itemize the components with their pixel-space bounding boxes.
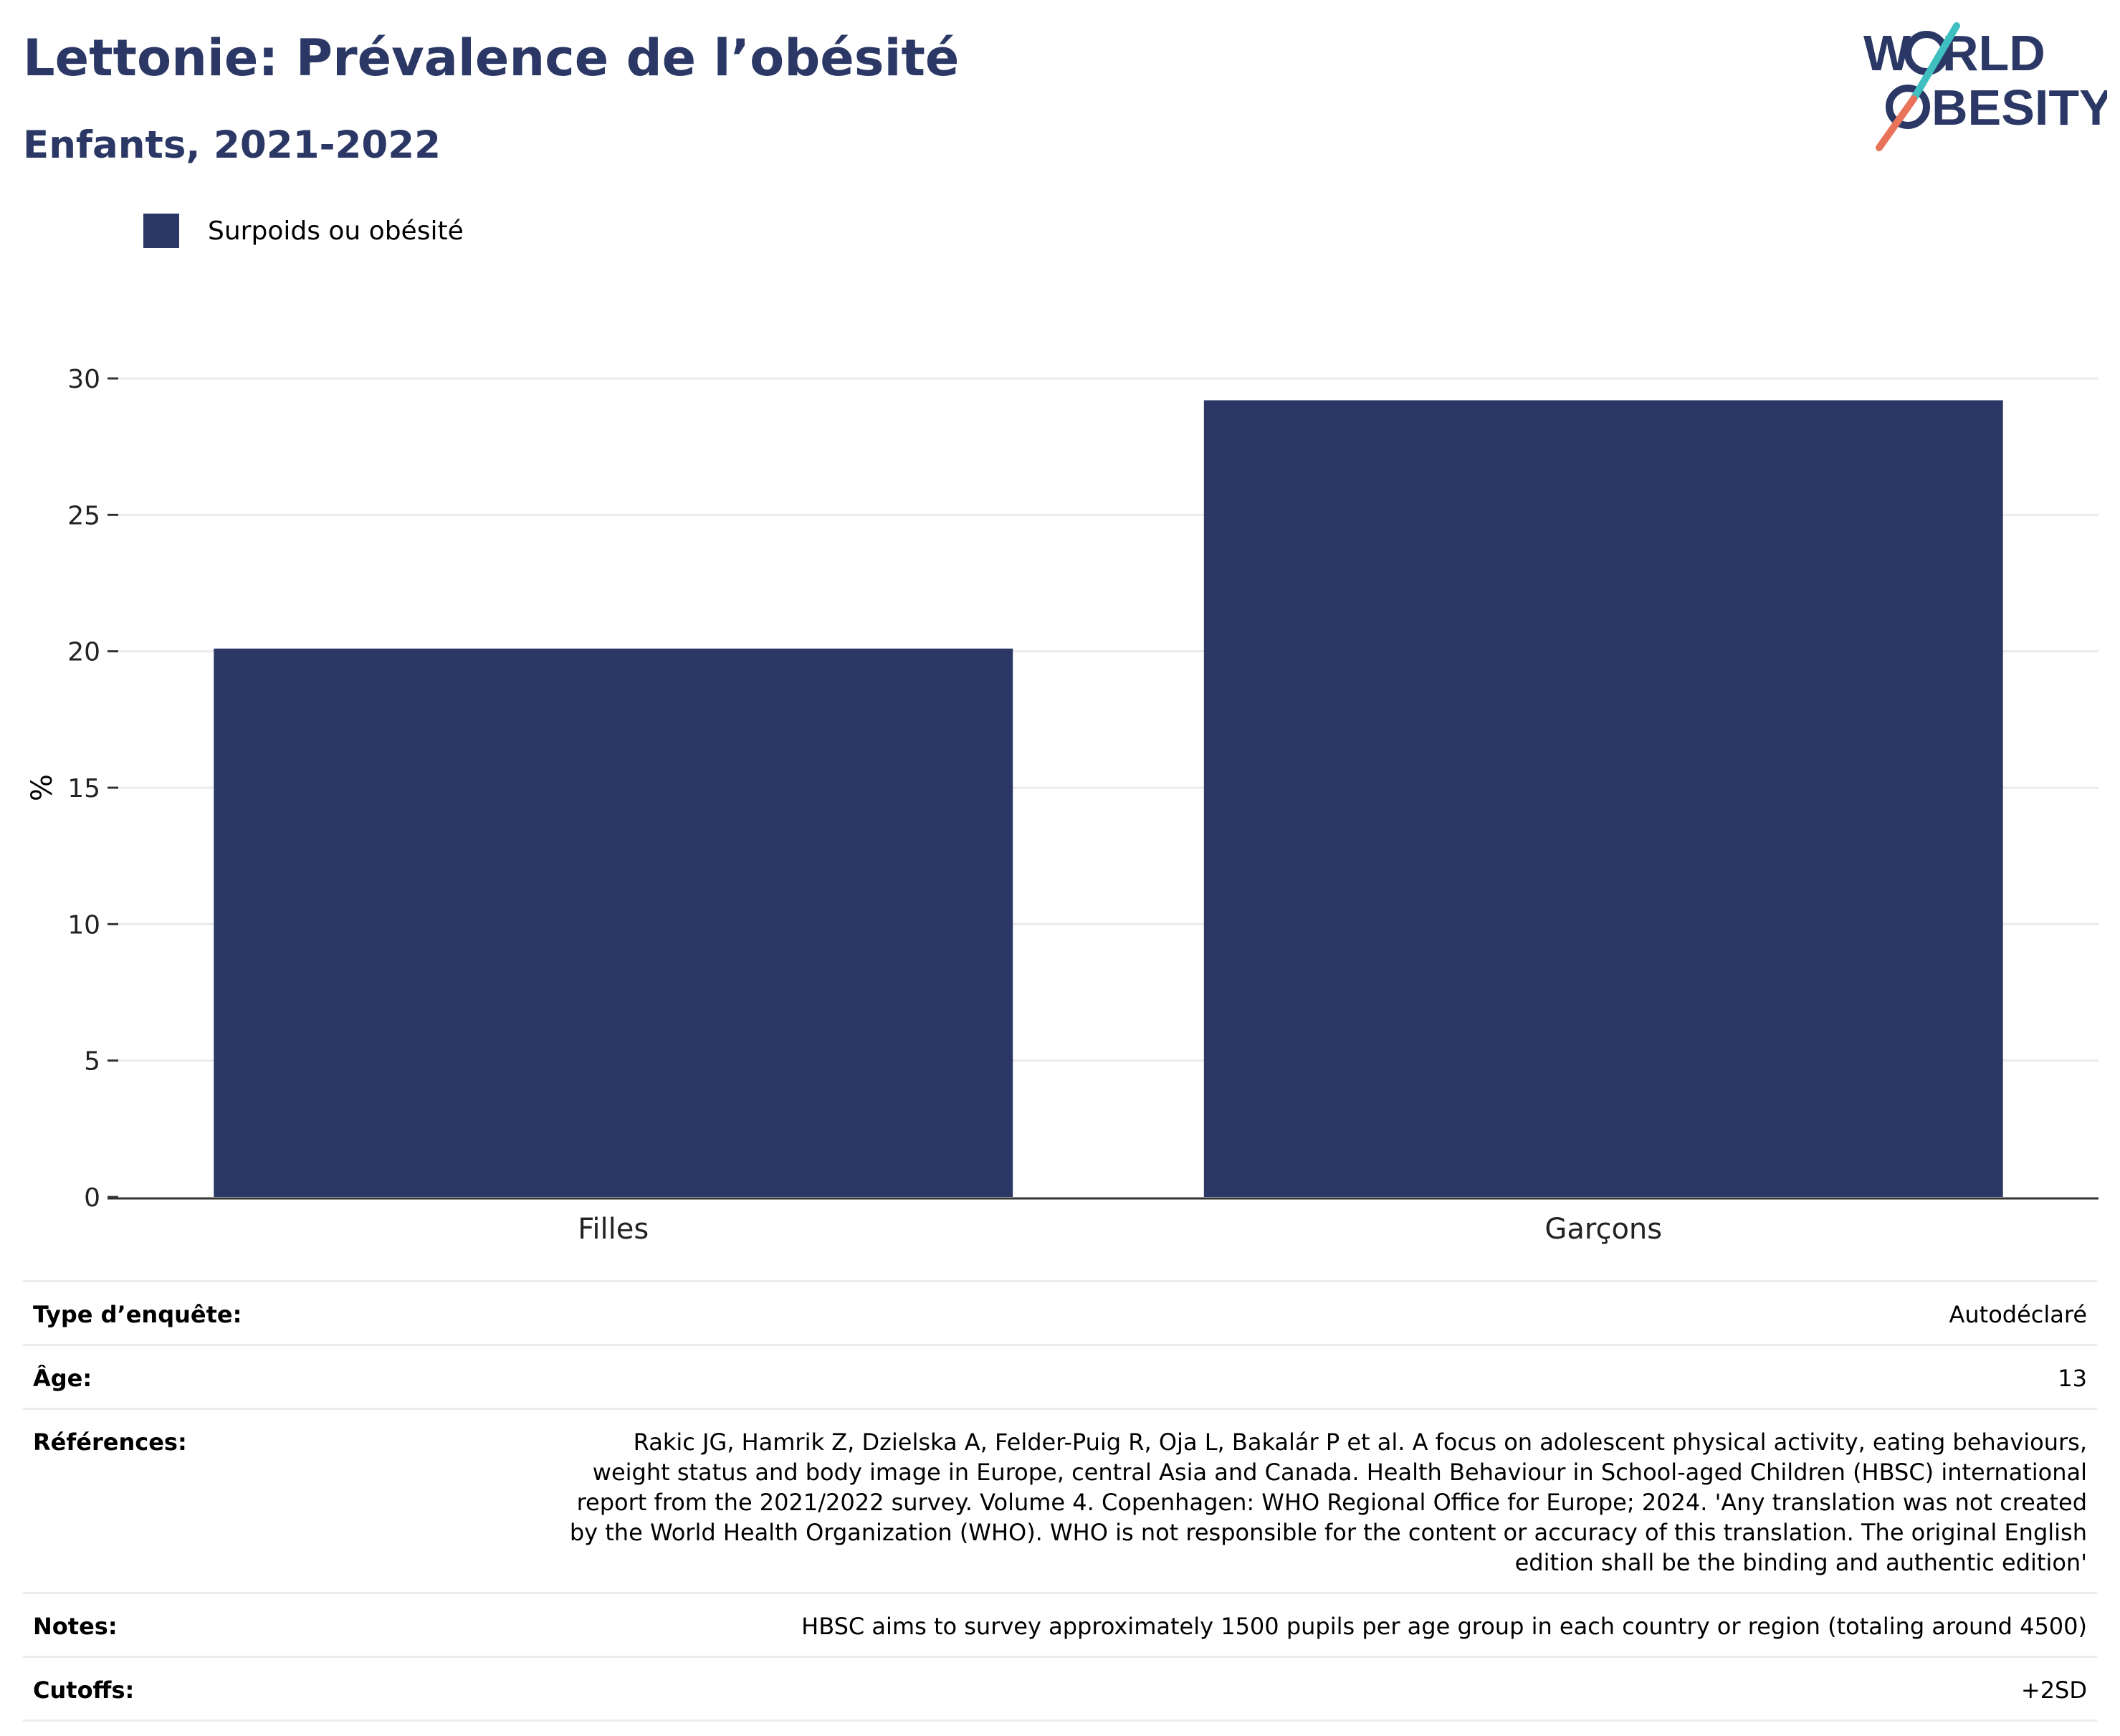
x-tick-label: Garçons: [1544, 1213, 1662, 1246]
meta-label: Âge:: [33, 1365, 92, 1392]
meta-value: Rakic JG, Hamrik Z, Dzielska A, Felder-P…: [569, 1429, 2087, 1576]
logo-text-line1b: RLD: [1942, 25, 2045, 81]
meta-value: HBSC aims to survey approximately 1500 p…: [801, 1613, 2087, 1640]
meta-value: 13: [2058, 1365, 2087, 1392]
y-axis-label: %: [26, 774, 59, 801]
bar-garçons: [1203, 400, 2003, 1197]
logo-slash-coral: [1876, 95, 1917, 151]
metadata-table: Type d’enquête: Autodéclaré Âge: 13 Référenc…: [23, 1280, 2097, 1722]
chart-legend: Surpoids ou obésité: [143, 214, 464, 248]
meta-label: Cutoffs:: [33, 1677, 135, 1704]
meta-row: Type d’enquête: Autodéclaré: [23, 1280, 2097, 1344]
world-obesity-logo: W RLD BESITY: [1863, 22, 2107, 151]
page-title: Lettonie: Prévalence de l’obésité: [23, 29, 960, 87]
bar-filles: [214, 648, 1013, 1197]
meta-row: Références: Rakic JG, Hamrik Z, Dzielska …: [23, 1408, 2097, 1592]
y-tick-label: 10: [67, 910, 100, 940]
y-tick-label: 25: [67, 501, 100, 530]
meta-row: Âge: 13: [23, 1344, 2097, 1408]
legend-label: Surpoids ou obésité: [208, 216, 464, 246]
meta-row: Notes: HBSC aims to survey approximately …: [23, 1592, 2097, 1656]
logo-ring-bottom: [1886, 85, 1930, 129]
logo-slash-teal: [1910, 22, 1960, 102]
page-subtitle: Enfants, 2021-2022: [23, 123, 441, 167]
meta-label: Notes:: [33, 1613, 118, 1640]
y-tick-label: 20: [67, 638, 100, 667]
meta-label: Références:: [33, 1429, 187, 1456]
legend-swatch: [143, 214, 179, 248]
meta-label: Type d’enquête:: [33, 1301, 242, 1328]
y-tick-label: 30: [67, 365, 100, 394]
x-tick-label: Filles: [578, 1213, 649, 1246]
logo-text-line1: W: [1863, 25, 1911, 81]
meta-value: Autodéclaré: [1949, 1301, 2087, 1328]
meta-value: +2SD: [2020, 1677, 2087, 1704]
y-tick-label: 15: [67, 774, 100, 803]
bar-chart: 0 5 10 15 20 25 30% Filles Garçons: [26, 365, 2098, 1246]
logo-text-line2: BESITY: [1932, 80, 2107, 135]
meta-row: Cutoffs: +2SD: [23, 1656, 2097, 1722]
y-tick-label: 0: [84, 1183, 100, 1213]
y-tick-label: 5: [84, 1047, 100, 1077]
